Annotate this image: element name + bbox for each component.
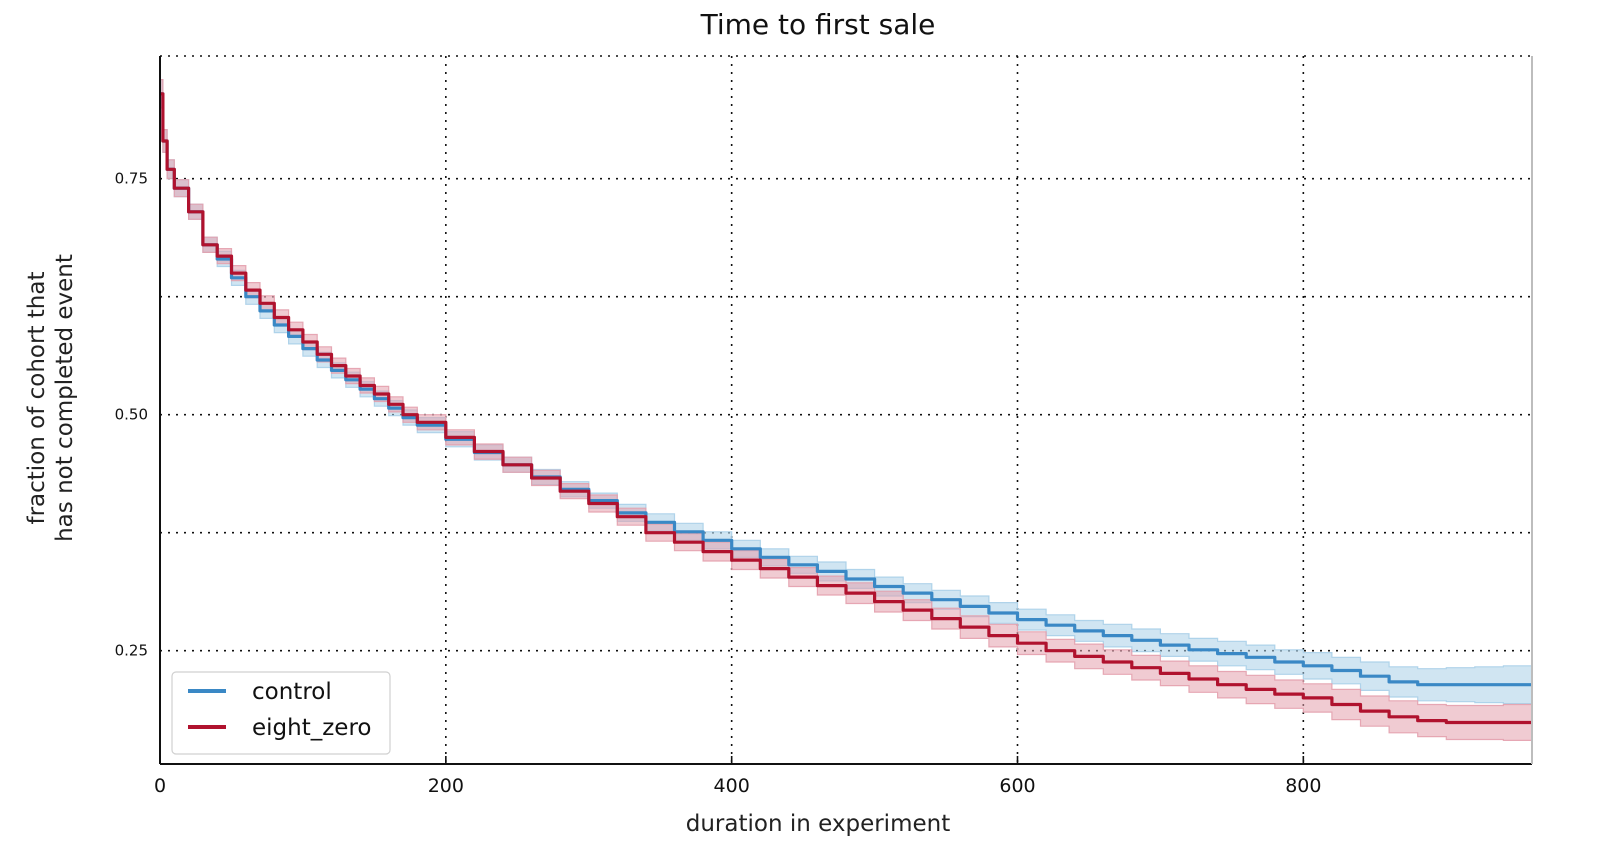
x-tick-label-600: 600 (999, 775, 1035, 797)
legend: control eight_zero (171, 671, 391, 755)
tick-labels: 0 200 400 600 800 0.25 0.50 0.75 (115, 170, 1322, 797)
line-eight-zero (160, 92, 1532, 725)
gridlines (160, 56, 1532, 764)
chart-title: Time to first sale (700, 8, 936, 41)
band-eight-zero (159, 79, 1533, 741)
x-axis-label: duration in experiment (686, 811, 950, 837)
x-tick-label-0: 0 (154, 775, 166, 797)
y-axis-label: fraction of cohort that has not complete… (24, 254, 78, 542)
legend-label-control: control (252, 679, 332, 705)
x-tick-label-400: 400 (714, 775, 750, 797)
x-tick-label-200: 200 (428, 775, 464, 797)
legend-label-eight-zero: eight_zero (252, 715, 371, 741)
y-tick-label-1: 0.50 (115, 406, 148, 424)
y-axis-label-line-2: has not completed event (52, 254, 78, 542)
y-tick-label-2: 0.75 (115, 170, 148, 188)
y-axis-label-line-1: fraction of cohort that (24, 272, 50, 525)
confidence-bands (159, 79, 1533, 741)
x-tick-label-800: 800 (1285, 775, 1321, 797)
legend-box (171, 671, 391, 755)
y-tick-label-0: 0.25 (115, 642, 148, 660)
series-lines (160, 92, 1532, 725)
